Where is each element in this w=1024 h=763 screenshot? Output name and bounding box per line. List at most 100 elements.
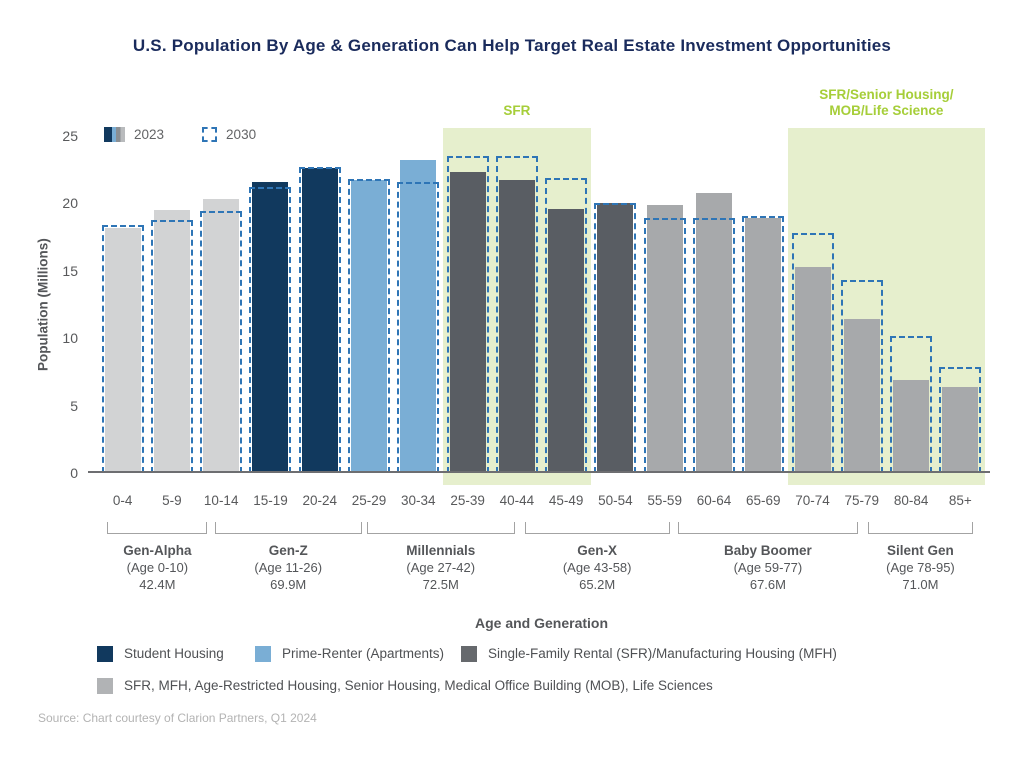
y-tick-15: 15: [62, 262, 78, 279]
x-tick-80-84: 80-84: [893, 493, 929, 508]
y-tick-5: 5: [70, 397, 78, 414]
y-tick-20: 20: [62, 195, 78, 212]
bar-2023-25-39: [449, 172, 486, 473]
bar-2030-outline-25-29: [348, 179, 391, 473]
bar-2030-outline-40-44: [495, 156, 538, 473]
bar-2030-outline-45-49: [545, 177, 588, 473]
source-note: Source: Chart courtesy of Clarion Partne…: [38, 711, 317, 725]
generation-bracket-0: [107, 522, 208, 534]
bar-2030-outline-65-69: [742, 215, 785, 473]
generation-bracket-2: [366, 522, 515, 534]
bar-2023-70-74: [794, 266, 831, 473]
generation-label-5: Silent Gen (Age 78-95) 71.0M: [886, 542, 955, 593]
category-label: Student Housing: [124, 646, 224, 661]
category-legend-item-3: SFR, MFH, Age-Restricted Housing, Senior…: [97, 678, 713, 694]
generation-age-range: (Age 43-58): [562, 560, 632, 575]
x-tick-60-64: 60-64: [696, 493, 732, 508]
bar-2030-outline-30-34: [397, 181, 440, 473]
generation-label-3: Gen-X (Age 43-58) 65.2M: [563, 542, 632, 593]
bar-2023-10-14: [203, 199, 240, 473]
x-tick-45-49: 45-49: [548, 493, 584, 508]
bar-2023-55-59: [646, 204, 683, 473]
x-tick-85+: 85+: [948, 493, 972, 508]
y-axis-title: Population (Millions): [35, 238, 51, 371]
generation-age-range: (Age 78-95): [886, 560, 955, 575]
x-tick-15-19: 15-19: [253, 493, 288, 508]
generation-population: 71.0M: [902, 577, 939, 592]
generation-name: Gen-Z: [268, 543, 308, 558]
bar-2030-outline-55-59: [643, 218, 686, 473]
bar-2030-outline-10-14: [200, 211, 243, 473]
x-tick-5-9: 5-9: [162, 493, 182, 508]
x-tick-70-74: 70-74: [795, 493, 830, 508]
x-tick-40-44: 40-44: [499, 493, 535, 508]
generation-bracket-4: [677, 522, 858, 534]
x-tick-50-54: 50-54: [598, 493, 633, 508]
legend-2030-swatch-icon: [202, 127, 218, 142]
legend-2023-label: 2023: [134, 127, 165, 142]
x-tick-20-24: 20-24: [302, 493, 338, 508]
y-tick-0: 0: [70, 465, 78, 481]
bar-2030-outline-85+: [939, 366, 982, 473]
bar-2030-outline-60-64: [692, 218, 735, 473]
x-tick-0-4: 0-4: [112, 493, 133, 508]
generation-bracket-5: [867, 522, 974, 534]
highlight-label-line: MOB/Life Science: [829, 103, 944, 118]
bar-2023-60-64: [695, 192, 732, 473]
generation-age-range: (Age 11-26): [254, 560, 323, 575]
generation-bracket-1: [214, 522, 362, 534]
bar-2023-5-9: [153, 210, 190, 473]
category-swatch-icon: [461, 646, 477, 662]
bar-2030-outline-15-19: [249, 187, 292, 473]
generation-population: 72.5M: [422, 577, 459, 592]
bar-2030-outline-70-74: [791, 233, 834, 473]
category-label: Single-Family Rental (SFR)/Manufacturing…: [488, 646, 837, 661]
highlight-label-1: SFR/Senior Housing/MOB/Life Science: [788, 87, 985, 119]
bar-2023-0-4: [104, 227, 141, 473]
generation-bracket-3: [524, 522, 670, 534]
bar-2023-65-69: [745, 218, 782, 473]
bar-2030-outline-50-54: [594, 203, 637, 473]
bar-2023-85+: [942, 386, 979, 473]
generation-population: 65.2M: [579, 577, 616, 592]
bar-2030-outline-75-79: [840, 280, 883, 473]
generation-name: Silent Gen: [887, 543, 954, 558]
generation-population: 67.6M: [749, 577, 786, 592]
generation-name: Baby Boomer: [724, 543, 812, 558]
y-tick-25: 25: [62, 128, 78, 144]
series-legend: 2023 2030: [104, 127, 256, 142]
generation-age-range: (Age 27-42): [406, 560, 476, 575]
x-tick-55-59: 55-59: [647, 493, 682, 508]
x-tick-75-79: 75-79: [844, 493, 880, 508]
category-legend-item-0: Student Housing: [97, 646, 224, 662]
generation-label-0: Gen-Alpha (Age 0-10) 42.4M: [123, 542, 191, 593]
x-axis-line: [88, 471, 990, 473]
bar-2023-25-29: [351, 180, 388, 473]
bar-2023-40-44: [498, 180, 535, 473]
x-tick-25-39: 25-39: [450, 493, 485, 508]
highlight-label-line: SFR: [503, 103, 531, 118]
bar-2023-30-34: [400, 160, 437, 473]
highlight-label-0: SFR: [443, 103, 591, 119]
generation-age-range: (Age 59-77): [733, 560, 803, 575]
category-label: SFR, MFH, Age-Restricted Housing, Senior…: [124, 678, 713, 693]
x-tick-30-34: 30-34: [401, 493, 436, 508]
chart-title: U.S. Population By Age & Generation Can …: [132, 36, 892, 55]
bar-2023-15-19: [252, 181, 289, 473]
category-legend-item-2: Single-Family Rental (SFR)/Manufacturing…: [461, 646, 837, 662]
category-swatch-icon: [255, 646, 271, 662]
generation-name: Gen-X: [577, 543, 618, 558]
x-tick-65-69: 65-69: [745, 493, 781, 508]
bar-2030-outline-5-9: [150, 219, 193, 473]
generation-name: Millennials: [406, 543, 476, 558]
x-tick-25-29: 25-29: [351, 493, 387, 508]
category-label: Prime-Renter (Apartments): [282, 646, 445, 661]
generation-population: 69.9M: [270, 577, 307, 592]
bar-2023-45-49: [548, 208, 585, 473]
x-axis-title: Age and Generation: [474, 615, 609, 631]
category-swatch-icon: [97, 646, 113, 662]
legend-2023-swatch-icon: [104, 127, 125, 142]
bar-2023-50-54: [597, 203, 634, 473]
